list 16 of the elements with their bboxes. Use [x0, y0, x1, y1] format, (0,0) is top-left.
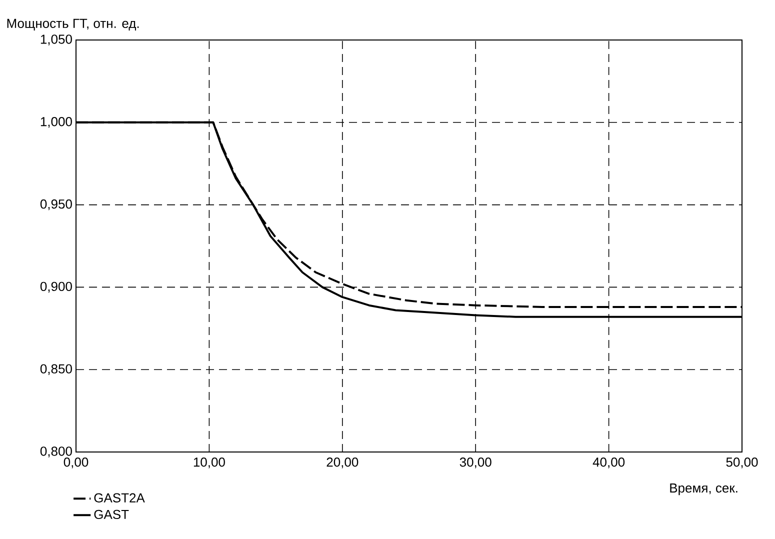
legend-label: GAST2A — [94, 493, 145, 502]
x-tick-label: 20,00 — [326, 458, 358, 468]
legend-label: GAST — [94, 510, 129, 520]
x-tick-label: 30,00 — [460, 458, 492, 468]
y-axis-title: Мощность ГТ, отн. ед. — [7, 18, 139, 30]
x-tick-label: 10,00 — [194, 458, 225, 468]
x-tick-label: 40,00 — [592, 458, 625, 468]
x-tick-label: 50,00 — [726, 458, 758, 468]
y-tick-label: 0,950 — [40, 199, 72, 210]
x-axis-title: Время, сек. — [670, 484, 738, 496]
y-tick-label: 1,000 — [40, 117, 72, 128]
x-tick-label: 0,00 — [64, 458, 88, 468]
y-tick-label: 0,850 — [40, 364, 72, 375]
y-tick-label: 1,050 — [40, 34, 72, 46]
y-tick-label: 0,900 — [40, 282, 72, 293]
y-tick-label: 0,800 — [40, 446, 72, 458]
